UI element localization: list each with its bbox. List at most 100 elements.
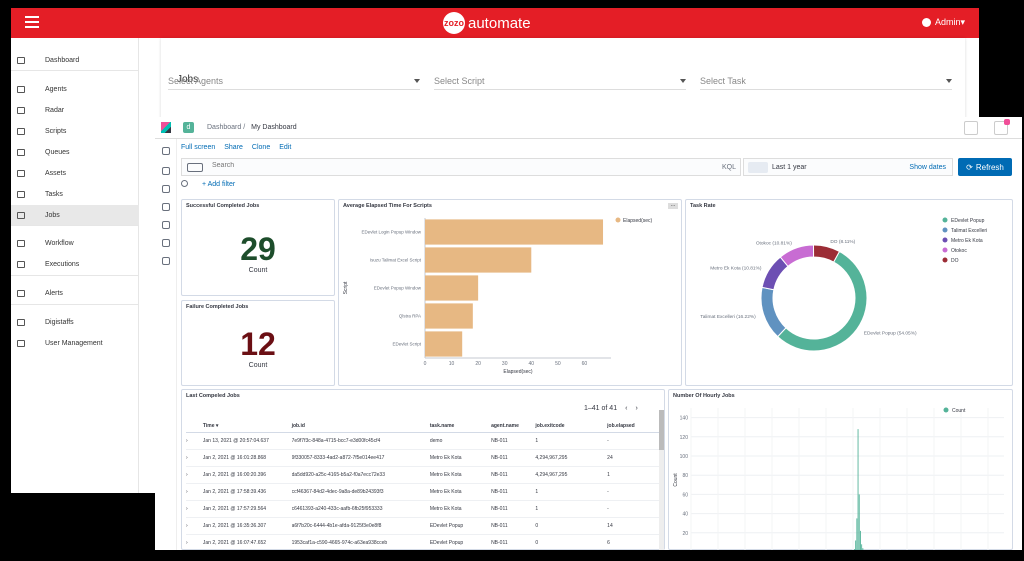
select-agents[interactable]: Select Agents bbox=[168, 76, 420, 90]
kibana-logo-icon[interactable] bbox=[161, 122, 171, 133]
table-scrollbar[interactable] bbox=[659, 410, 664, 550]
table-row[interactable]: › Jan 2, 2021 @ 16:35:36.307 a6f7b20c-6444… bbox=[186, 517, 660, 535]
legend-label[interactable]: Otokoc bbox=[951, 248, 967, 254]
sidebar-item-label: Scripts bbox=[45, 127, 67, 135]
table-row[interactable]: › Jan 2, 2021 @ 17:57:29.564 c6461393-a240… bbox=[186, 500, 660, 518]
sidebar-item-scripts[interactable]: Scripts bbox=[11, 121, 139, 141]
expand-row-icon[interactable]: › bbox=[186, 500, 203, 518]
slice-label: Metro Ek Kota (10.81%) bbox=[710, 266, 762, 272]
admin-menu[interactable]: Admin▾ bbox=[921, 17, 965, 28]
legend-label[interactable]: Elapsed(sec) bbox=[623, 218, 653, 224]
sidebar-item-tasks[interactable]: Tasks bbox=[11, 184, 139, 204]
app-badge[interactable]: d bbox=[183, 122, 194, 133]
add-filter-link[interactable]: + Add filter bbox=[201, 181, 236, 188]
calendar-icon[interactable] bbox=[748, 162, 768, 173]
legend-label[interactable]: Count bbox=[952, 408, 966, 414]
sidebar-divider bbox=[11, 275, 139, 276]
show-dates-link[interactable]: Show dates bbox=[909, 164, 946, 171]
canvas-icon[interactable] bbox=[162, 221, 170, 229]
expand-row-icon[interactable]: › bbox=[186, 466, 203, 484]
refresh-button[interactable]: ⟳ Refresh bbox=[958, 158, 1012, 176]
date-picker[interactable]: Last 1 year Show dates bbox=[743, 158, 953, 176]
sidebar-item-label: Assets bbox=[45, 169, 67, 177]
legend-swatch bbox=[942, 257, 948, 263]
sidebar-item-jobs[interactable]: Jobs bbox=[11, 205, 139, 225]
panel-title: Average Elapsed Time For Scripts bbox=[343, 203, 432, 209]
select-task-value: Select Task bbox=[700, 76, 746, 86]
column-header[interactable]: job.elapsed bbox=[607, 420, 660, 433]
table-cell: 6 bbox=[607, 534, 660, 550]
sidebar-item-agents[interactable]: Agents bbox=[11, 79, 139, 99]
tick-label: 20 bbox=[475, 361, 481, 367]
legend-swatch bbox=[942, 227, 948, 233]
pager-range: 1–41 of 41 bbox=[584, 405, 618, 412]
dashboard-icon[interactable] bbox=[162, 203, 170, 211]
sidebar-item-assets[interactable]: Assets bbox=[11, 163, 139, 183]
expand-row-icon[interactable]: › bbox=[186, 432, 203, 450]
sidebar-item-label: Agents bbox=[45, 85, 67, 93]
sidebar-item-workflow[interactable]: Workflow bbox=[11, 233, 139, 253]
sidebar-item-label: User Management bbox=[45, 339, 103, 347]
expand-row-icon[interactable]: › bbox=[186, 449, 203, 467]
table-row[interactable]: › Jan 2, 2021 @ 16:00:20.396 da5dd920-a25c… bbox=[186, 466, 660, 484]
bar bbox=[425, 331, 463, 357]
sidebar-item-queues[interactable]: Queues bbox=[11, 142, 139, 162]
next-page-icon[interactable]: › bbox=[635, 405, 638, 412]
sidebar-item-dashboard[interactable]: Dashboard bbox=[11, 50, 139, 70]
sidebar-item-digistaffs[interactable]: Digistaffs bbox=[11, 312, 139, 332]
breadcrumb-dashboard[interactable]: Dashboard bbox=[207, 124, 242, 131]
bar bbox=[861, 544, 863, 550]
panel-options-icon[interactable]: … bbox=[668, 203, 678, 209]
table-cell: 9f330057-8333-4ad2-a872-7f5e014ee417 bbox=[291, 449, 430, 467]
elapsed-time-panel: Average Elapsed Time For Scripts … EDevl… bbox=[338, 199, 682, 386]
saved-query-icon[interactable] bbox=[187, 163, 203, 172]
table-cell: Jan 2, 2021 @ 17:57:29.564 bbox=[202, 500, 292, 518]
bar bbox=[425, 275, 479, 301]
column-header[interactable]: Time ▾ bbox=[202, 420, 292, 433]
filter-options-icon[interactable] bbox=[181, 180, 188, 187]
settings-icon[interactable] bbox=[162, 257, 170, 265]
sidebar-item-radar[interactable]: Radar bbox=[11, 100, 139, 120]
sidebar-item-alerts[interactable]: Alerts bbox=[11, 283, 139, 303]
newsfeed-icon[interactable] bbox=[994, 119, 1010, 135]
legend-label[interactable]: Talimat Excelleri bbox=[951, 228, 987, 234]
sidebar-item-executions[interactable]: Executions bbox=[11, 254, 139, 274]
search-box[interactable]: KQL bbox=[181, 158, 741, 176]
table-row[interactable]: › Jan 2, 2021 @ 16:01:28.868 9f330057-8333… bbox=[186, 449, 660, 467]
table-row[interactable]: › Jan 2, 2021 @ 17:58:39.436 ccf46367-84d2… bbox=[186, 483, 660, 501]
tasks-icon bbox=[17, 190, 25, 198]
action-share[interactable]: Share bbox=[224, 144, 243, 151]
table-row[interactable]: › Jan 2, 2021 @ 16:07:47.652 1953caf1a-c59… bbox=[186, 534, 660, 550]
action-clone[interactable]: Clone bbox=[251, 144, 271, 151]
recent-icon[interactable] bbox=[162, 147, 170, 155]
radar-icon bbox=[17, 106, 25, 114]
legend-label[interactable]: DO bbox=[951, 258, 959, 264]
legend-label[interactable]: EDevlet Popup bbox=[951, 218, 985, 224]
action-edit[interactable]: Edit bbox=[279, 144, 292, 151]
expand-row-icon[interactable]: › bbox=[186, 483, 203, 501]
sidebar-item-label: Queues bbox=[45, 148, 70, 156]
column-header[interactable]: job.exitcode bbox=[535, 420, 608, 433]
prev-page-icon[interactable]: ‹ bbox=[625, 405, 628, 412]
expand-row-icon[interactable]: › bbox=[186, 534, 203, 550]
table-row[interactable]: › Jan 13, 2021 @ 20:57:04.637 7e9f7f3c-848… bbox=[186, 432, 660, 450]
sidebar-item-user-management[interactable]: User Management bbox=[11, 333, 139, 353]
hourly-jobs-panel: Number Of Hourly Jobs 020406080100120140… bbox=[668, 389, 1013, 550]
brand-logo[interactable]: zozo automate bbox=[443, 12, 531, 34]
search-input[interactable] bbox=[212, 162, 512, 169]
discover-icon[interactable] bbox=[162, 167, 170, 175]
select-task[interactable]: Select Task bbox=[700, 76, 952, 90]
expand-row-icon[interactable]: › bbox=[186, 517, 203, 535]
column-header[interactable]: job.id bbox=[291, 420, 430, 433]
scrollbar-thumb[interactable] bbox=[659, 410, 664, 450]
hamburger-menu-icon[interactable] bbox=[25, 16, 39, 28]
dev-tools-icon[interactable] bbox=[162, 239, 170, 247]
action-full-screen[interactable]: Full screen bbox=[181, 144, 216, 151]
legend-label[interactable]: Metro Ek Kota bbox=[951, 238, 983, 244]
column-header[interactable]: task.name bbox=[429, 420, 492, 433]
kql-toggle[interactable]: KQL bbox=[722, 164, 737, 171]
select-script[interactable]: Select Script bbox=[434, 76, 686, 90]
column-header[interactable]: agent.name bbox=[491, 420, 536, 433]
help-icon[interactable] bbox=[964, 121, 978, 135]
visualize-icon[interactable] bbox=[162, 185, 170, 193]
